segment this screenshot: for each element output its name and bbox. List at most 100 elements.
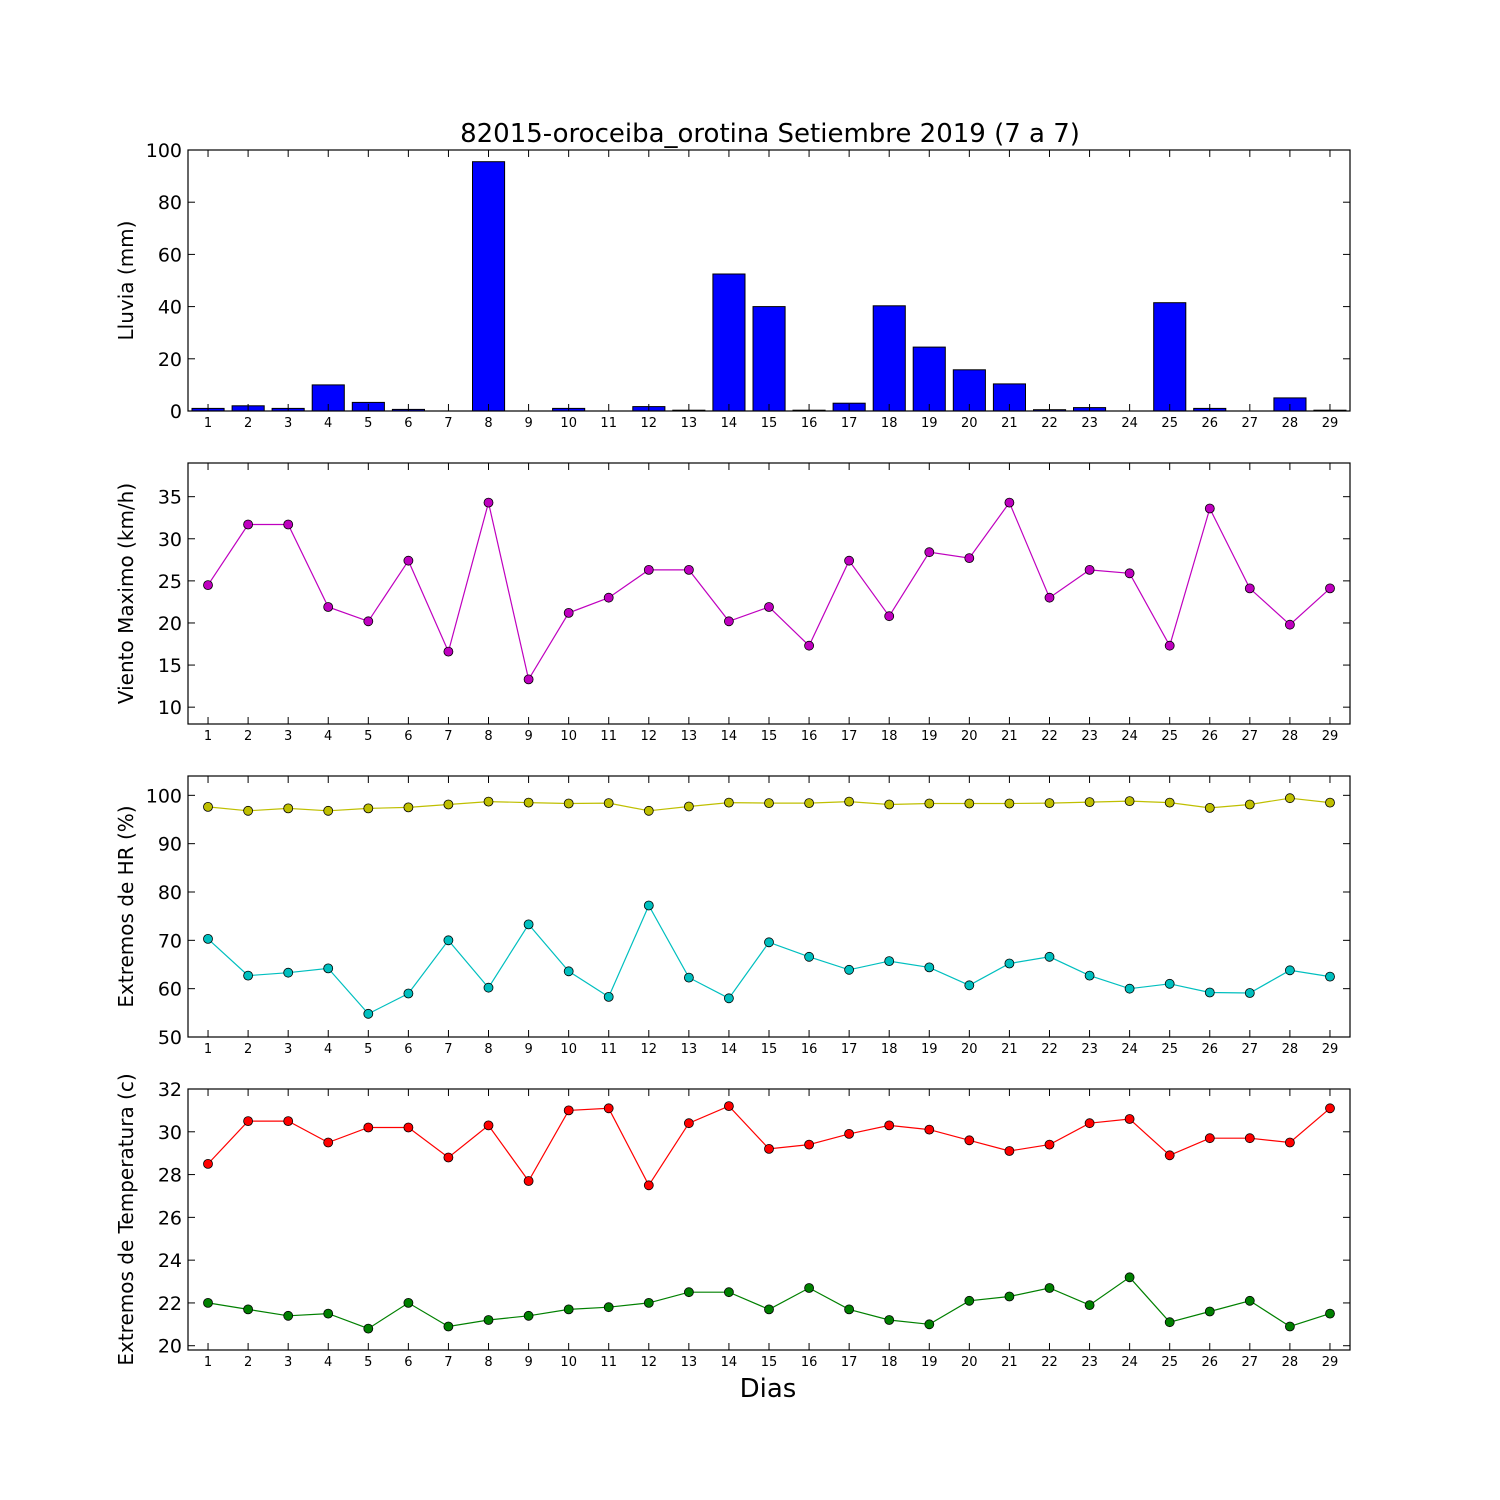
humedad-xtick-label: 13 [681, 1042, 698, 1057]
viento-xtick-label: 10 [560, 729, 577, 744]
temperatura-xtick-label: 7 [444, 1355, 452, 1370]
temperatura-series-1-point [884, 1120, 895, 1131]
temperatura-series-1-point [243, 1116, 254, 1126]
humedad-series-2-point [1124, 983, 1135, 994]
humedad-xtick-label: 24 [1121, 1042, 1138, 1057]
viento-xtick-label: 24 [1121, 729, 1138, 744]
humedad-series-2-point [924, 962, 935, 973]
lluvia-xtick-label: 25 [1161, 416, 1178, 431]
humedad-series-1-point [764, 798, 774, 808]
temperatura-series-2-point [243, 1304, 254, 1315]
viento-ytick-label: 30 [158, 529, 182, 551]
lluvia-xtick-label: 11 [600, 416, 617, 431]
lluvia-xtick-label: 18 [881, 416, 898, 431]
temperatura-xtick-label: 5 [364, 1355, 372, 1370]
temperatura-series-1-point [1244, 1133, 1255, 1144]
lluvia-bar [752, 306, 786, 412]
lluvia-y-axis-label: Lluvia (mm) [114, 221, 138, 341]
temperatura-series-1-point [1124, 1114, 1135, 1124]
viento-xtick-label: 3 [284, 729, 292, 744]
temperatura-xtick-label: 1 [204, 1355, 212, 1370]
humedad-xtick-label: 3 [284, 1042, 292, 1057]
temperatura-series-2-point [283, 1310, 294, 1321]
viento-series-1-point [724, 616, 734, 627]
lluvia-xtick-label: 9 [524, 416, 532, 431]
temperatura-series-2-point [1285, 1321, 1295, 1332]
viento-series-1-point [203, 580, 213, 590]
lluvia-xtick-label: 27 [1242, 416, 1259, 431]
viento-series-1-point [844, 555, 854, 566]
humedad-y-axis-label: Extremos de HR (%) [114, 805, 138, 1007]
temperatura-series-1-point [483, 1120, 494, 1131]
humedad-ytick-label: 90 [158, 834, 182, 856]
humedad-series-1-point [403, 802, 414, 813]
temperatura-series-2-point [1044, 1283, 1055, 1293]
viento-xtick-label: 1 [204, 729, 212, 744]
humedad-xtick-label: 19 [921, 1042, 938, 1057]
humedad-xtick-label: 7 [444, 1042, 452, 1057]
viento-xtick-label: 9 [524, 729, 532, 744]
viento-xtick-label: 4 [324, 729, 332, 744]
viento-series-1-point [323, 602, 334, 612]
temperatura-series-1-point [363, 1122, 374, 1133]
temperatura-xtick-label: 18 [881, 1355, 898, 1370]
humedad-xtick-label: 8 [484, 1042, 492, 1057]
viento-series-1-point [804, 640, 814, 651]
lluvia-xtick-label: 13 [681, 416, 698, 431]
temperatura-series-2-point [1204, 1306, 1215, 1317]
temperatura-series-2-point [1004, 1291, 1015, 1302]
viento-series-1-point [1244, 583, 1255, 594]
viento-xtick-label: 19 [921, 729, 938, 744]
humedad-series-2-point [283, 967, 294, 978]
temperatura-series-1-point [964, 1135, 975, 1146]
viento-xtick-label: 7 [444, 729, 452, 744]
temperatura-series-2-point [363, 1323, 374, 1334]
humedad-series-1-point [563, 798, 574, 809]
humedad-series-1-point [724, 797, 734, 808]
viento-series-1-point [1044, 592, 1055, 603]
humedad-series-2-point [323, 963, 334, 974]
temperatura-xtick-label: 28 [1282, 1355, 1299, 1370]
viento-series-1-point [363, 616, 374, 627]
humedad-xtick-label: 28 [1282, 1042, 1299, 1057]
temperatura-xtick-label: 13 [681, 1355, 698, 1370]
viento-xtick-label: 2 [244, 729, 252, 744]
lluvia-ytick-label: 60 [158, 244, 182, 266]
temperatura-series-1-point [1285, 1137, 1295, 1148]
viento-xtick-label: 21 [1001, 729, 1018, 744]
viento-series-1-point [563, 608, 574, 618]
humedad-series-2-point [804, 951, 814, 962]
viento-xtick-label: 20 [961, 729, 978, 744]
temperatura-ytick-label: 24 [158, 1250, 182, 1272]
lluvia-xtick-label: 29 [1322, 416, 1339, 431]
temperatura-ytick-label: 22 [158, 1293, 182, 1315]
humedad-xtick-label: 12 [641, 1042, 658, 1057]
humedad-series-2-point [443, 935, 454, 946]
viento-xtick-label: 15 [761, 729, 778, 744]
viento-series-1-point [403, 555, 414, 566]
humedad-series-2-point [844, 964, 854, 975]
lluvia-xtick-label: 2 [244, 416, 252, 431]
humedad-xtick-label: 2 [244, 1042, 252, 1057]
viento-series-1-point [1084, 565, 1095, 575]
humedad-series-2-point [363, 1008, 374, 1019]
viento-xtick-label: 23 [1081, 729, 1098, 744]
temperatura-series-1-point [1084, 1118, 1095, 1129]
viento-xtick-label: 5 [364, 729, 372, 744]
temperatura-series-2-point [443, 1321, 454, 1332]
temperatura-series-1-point [844, 1129, 854, 1139]
viento-series-1-point [964, 553, 975, 563]
temperatura-series-2-point [964, 1295, 975, 1306]
humedad-series-2-point [1325, 971, 1335, 982]
temperatura-xtick-label: 14 [721, 1355, 738, 1370]
humedad-series-1-point [443, 799, 454, 810]
temperatura-xtick-label: 26 [1202, 1355, 1219, 1370]
viento-series-1-point [523, 674, 534, 685]
viento-xtick-label: 12 [641, 729, 658, 744]
viento-xtick-label: 27 [1242, 729, 1259, 744]
lluvia-ytick-label: 0 [170, 401, 182, 423]
temperatura-xtick-label: 22 [1041, 1355, 1058, 1370]
humedad-series-1-point [1204, 803, 1215, 813]
temperatura-series-1-point [804, 1139, 814, 1150]
